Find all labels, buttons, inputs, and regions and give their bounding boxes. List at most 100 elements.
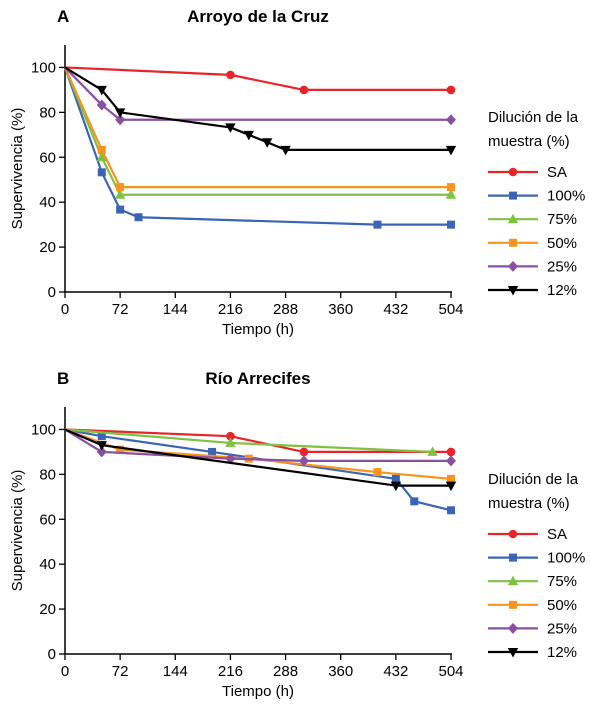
data-point — [96, 85, 107, 96]
data-point — [116, 183, 125, 192]
legend-marker — [509, 553, 517, 562]
legend: Dilución de la muestra (%) SA 100% 75% 50% 25%… — [488, 471, 585, 661]
series-12pct — [64, 428, 457, 492]
data-point — [410, 497, 419, 506]
x-tick-label: 72 — [112, 663, 129, 680]
series-25pct — [64, 428, 456, 467]
series-line — [64, 66, 451, 92]
legend-item: 12% — [488, 644, 577, 661]
series-50pct — [64, 428, 455, 483]
series-line — [63, 67, 451, 226]
data-point — [114, 189, 126, 199]
data-point — [445, 481, 457, 492]
legend-marker — [507, 286, 519, 296]
legend-label: 25% — [547, 620, 577, 637]
legend-item: 75% — [488, 211, 577, 228]
panel-letter: A — [57, 7, 69, 26]
y-tick-label: 0 — [48, 646, 56, 663]
x-tick-label: 504 — [438, 301, 463, 318]
chart-title: Río Arrecifes — [205, 369, 310, 388]
data-point — [299, 85, 309, 95]
legend-label: SA — [547, 526, 567, 543]
legend-label: 75% — [547, 211, 577, 228]
y-tick-label: 60 — [39, 511, 56, 528]
data-point — [96, 446, 107, 458]
legend-marker — [509, 191, 517, 200]
y-tick-label: 100 — [31, 59, 56, 76]
chart-panel-b: B Río Arrecifes 0 20 40 60 80 100 0 72 144 216 288 36… — [9, 369, 585, 700]
chart-panel-a: A Arroyo de la Cruz 0 20 40 60 80 100 0 72 144 216 2… — [9, 7, 585, 338]
data-point — [97, 168, 106, 177]
legend-label: 75% — [547, 573, 577, 590]
x-tick-label: 0 — [61, 663, 69, 680]
data-point — [116, 445, 125, 454]
series-12pct — [64, 66, 457, 156]
y-tick-label: 0 — [48, 284, 56, 301]
data-point — [208, 447, 217, 456]
x-tick-label: 432 — [383, 663, 408, 680]
legend-marker — [509, 238, 517, 247]
legend-item: SA — [488, 164, 567, 181]
data-point — [299, 447, 309, 457]
data-point — [225, 453, 236, 465]
legend-item: 75% — [488, 573, 577, 590]
x-tick-label: 288 — [273, 663, 298, 680]
data-point — [97, 432, 106, 441]
legend-marker — [507, 575, 519, 586]
legend-title: Dilución de la — [488, 109, 579, 126]
legend-title: muestra (%) — [488, 495, 570, 512]
legend-item: 25% — [488, 620, 577, 637]
data-point — [225, 123, 236, 133]
legend-label: 50% — [547, 235, 577, 252]
legend-item: 100% — [488, 188, 585, 205]
legend-title: muestra (%) — [488, 133, 570, 150]
data-point — [447, 506, 455, 515]
data-point — [447, 183, 455, 192]
series-50pct — [63, 67, 455, 192]
data-point — [446, 447, 456, 457]
legend-marker — [509, 600, 517, 609]
series-75pct — [63, 67, 457, 199]
data-point — [446, 114, 456, 126]
series-line — [63, 67, 451, 196]
data-point — [446, 455, 456, 467]
x-tick-label: 144 — [163, 301, 188, 318]
y-tick-label: 100 — [31, 421, 56, 438]
data-point — [243, 130, 255, 141]
data-point — [261, 138, 273, 148]
data-point — [390, 481, 402, 492]
data-point — [427, 446, 438, 456]
data-point — [280, 145, 291, 156]
legend-item: 12% — [488, 282, 577, 299]
legend-marker — [508, 529, 518, 539]
legend-label: 100% — [547, 188, 585, 205]
legend-label: 25% — [547, 258, 577, 275]
legend-item: SA — [488, 526, 567, 543]
legend-item: 100% — [488, 550, 585, 567]
data-point — [226, 70, 235, 80]
y-tick-label: 80 — [39, 104, 56, 121]
series-75pct — [64, 428, 438, 456]
y-tick-label: 40 — [39, 194, 56, 211]
y-tick-label: 20 — [39, 239, 56, 256]
legend-label: SA — [547, 164, 567, 181]
data-point — [115, 114, 126, 126]
legend-label: 12% — [547, 282, 577, 299]
series-25pct — [64, 66, 456, 126]
x-tick-label: 216 — [218, 663, 243, 680]
y-axis-label: Supervivencia (%) — [9, 108, 26, 230]
y-tick-label: 60 — [39, 149, 56, 166]
legend-title: Dilución de la — [488, 471, 579, 488]
data-point — [445, 189, 457, 199]
y-axis-label: Supervivencia (%) — [9, 470, 26, 592]
data-point — [114, 108, 126, 118]
x-tick-label: 432 — [383, 301, 408, 318]
x-tick-label: 0 — [61, 301, 69, 318]
legend-marker — [507, 213, 519, 224]
y-tick-label: 40 — [39, 556, 56, 573]
data-point — [96, 441, 107, 451]
series-line — [64, 428, 452, 480]
x-tick-label: 360 — [328, 301, 353, 318]
